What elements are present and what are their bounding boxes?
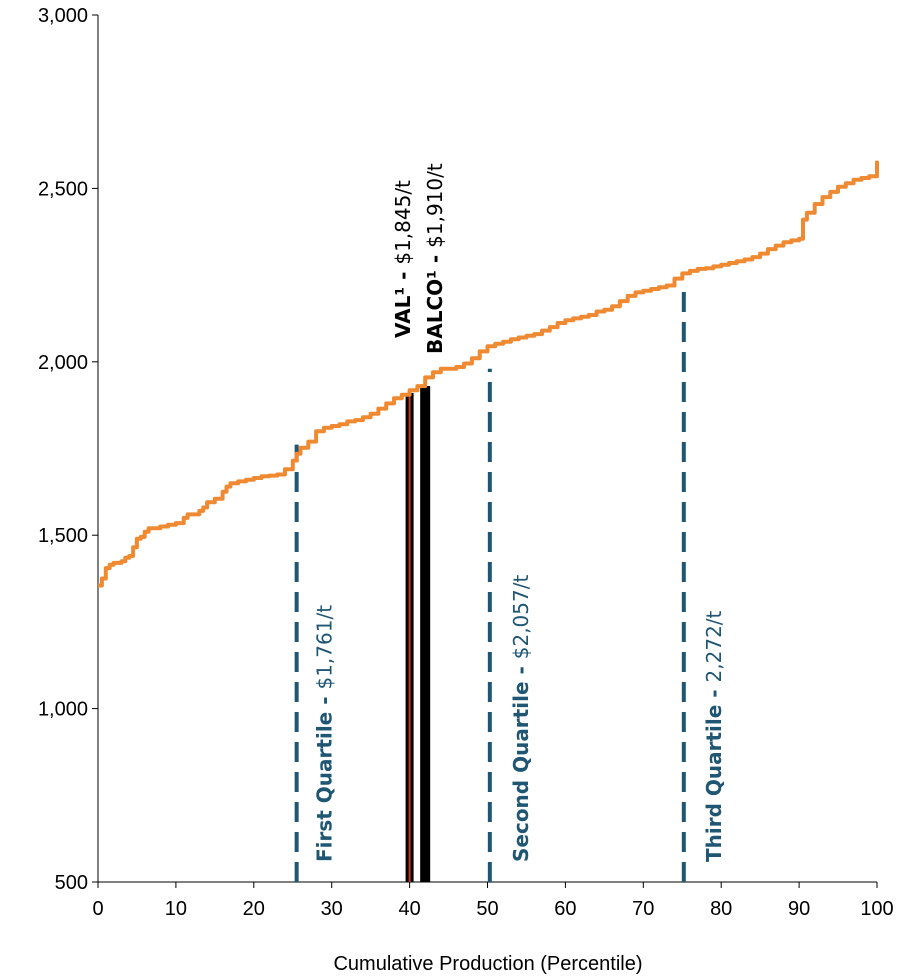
quartile-label-value: $1,761/t: [313, 605, 337, 690]
y-tick-label: 2,000: [38, 352, 88, 374]
quartile-label-title: Second Quartile -: [509, 659, 533, 862]
company-label-title: BALCO¹ -: [423, 248, 447, 354]
company-label: VAL¹ - $1,845/t: [391, 180, 415, 338]
company-bar-accent: [408, 393, 411, 882]
x-tick-label: 90: [788, 898, 810, 920]
x-tick-label: 0: [92, 898, 103, 920]
annotations: First Quartile - $1,761/t Second Quartile…: [313, 163, 726, 862]
x-tick-label: 30: [321, 898, 343, 920]
company-label: BALCO¹ - $1,910/t: [423, 163, 447, 354]
quartile-label: First Quartile - $1,761/t: [313, 605, 337, 862]
quartile-label-value: 2,272/t: [702, 610, 726, 682]
y-tick-label: 1,500: [38, 525, 88, 547]
x-axis-title: Cumulative Production (Percentile): [333, 953, 642, 975]
x-tick-label: 100: [860, 898, 893, 920]
y-tick-label: 2,500: [38, 178, 88, 200]
x-tick-label: 70: [632, 898, 654, 920]
axes: 500 1,000 1,500 2,000 2,500 3,000 0 10 20 30 40 50 6…: [38, 5, 894, 920]
quartile-label-value: $2,057/t: [509, 575, 533, 660]
company-label-value: $1,910/t: [423, 163, 447, 248]
reference-lines: [294, 282, 686, 882]
series-layer: [98, 160, 879, 588]
cost-curve-line: [98, 160, 879, 588]
y-tick-label: 3,000: [38, 5, 88, 27]
company-bar: [420, 386, 431, 882]
x-tick-label: 80: [710, 898, 732, 920]
y-tick-label: 500: [55, 872, 88, 894]
x-tick-label: 20: [243, 898, 265, 920]
quartile-label-title: First Quartile -: [313, 690, 337, 862]
quartile-label: Second Quartile - $2,057/t: [509, 575, 533, 862]
x-tick-label: 60: [554, 898, 576, 920]
company-label-title: VAL¹ -: [391, 265, 415, 338]
x-tick-label: 40: [398, 898, 420, 920]
quartile-label: Third Quartile - 2,272/t: [702, 610, 726, 862]
y-tick-label: 1,000: [38, 699, 88, 721]
x-tick-label: 10: [165, 898, 187, 920]
company-label-value: $1,845/t: [391, 180, 415, 265]
x-tick-label: 50: [476, 898, 498, 920]
quartile-label-title: Third Quartile -: [702, 682, 726, 862]
